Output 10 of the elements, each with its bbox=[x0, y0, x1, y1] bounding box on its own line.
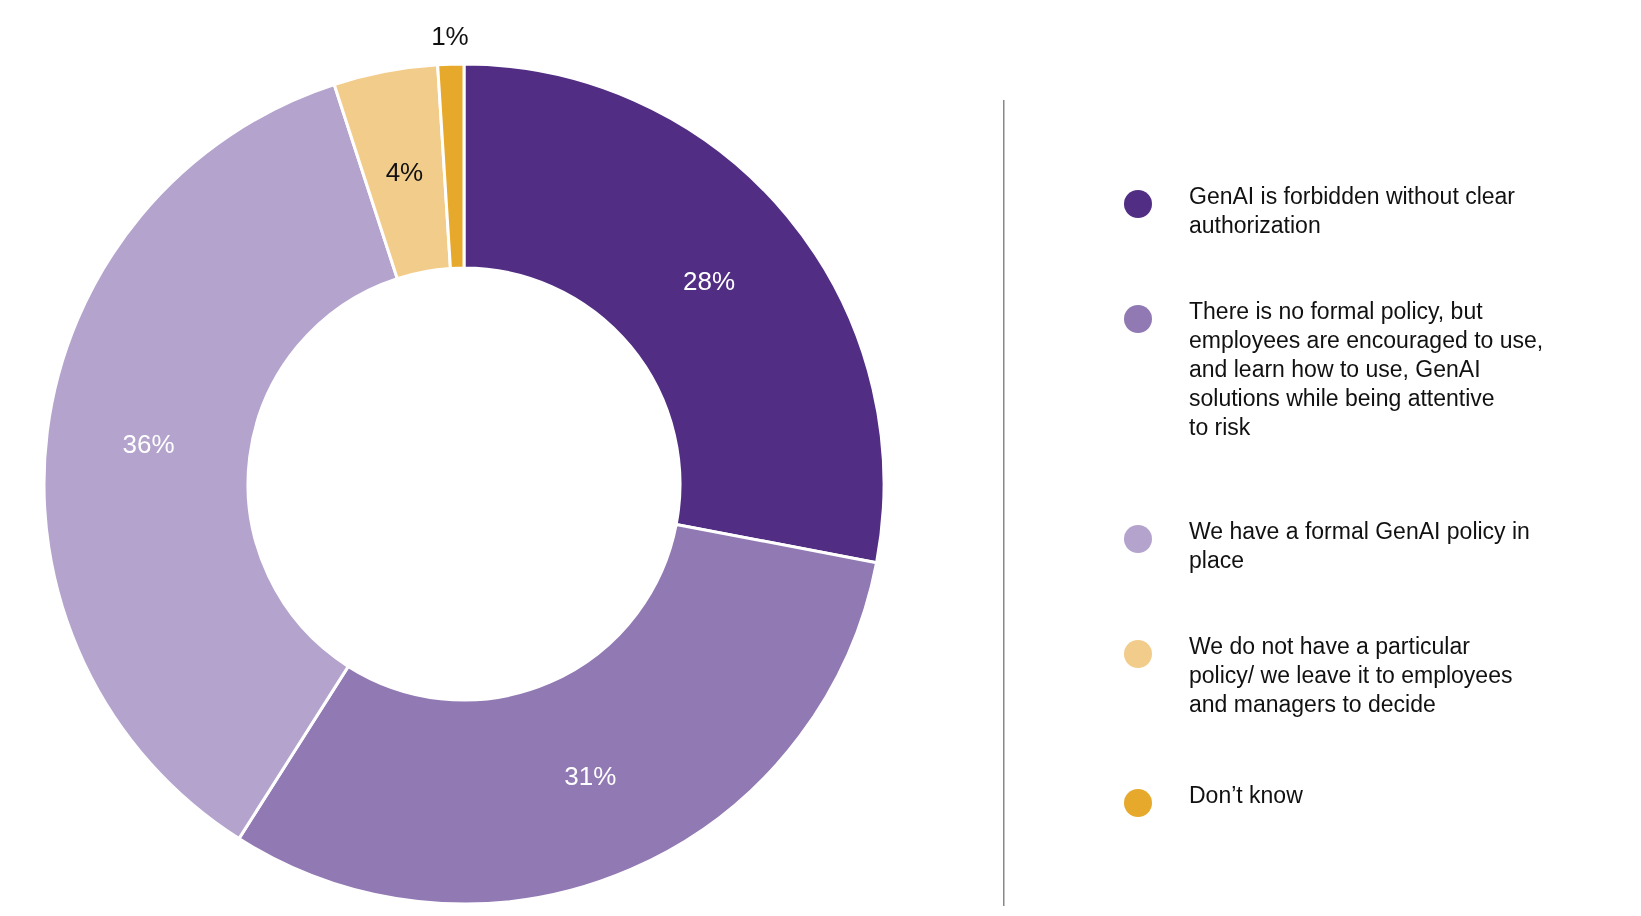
legend-label: We have a formal GenAI policy in place bbox=[1189, 518, 1530, 573]
legend-label: Don’t know bbox=[1189, 782, 1304, 808]
legend-label: We do not have a particular policy/ we leave it to employees and managers to decide bbox=[1189, 633, 1513, 717]
data-label: 28% bbox=[683, 266, 736, 297]
legend-label: There is no formal policy, but employees are encouraged to use, and learn how to use, GenAI solutions while being attentive to risk bbox=[1189, 298, 1544, 440]
data-label: 1% bbox=[431, 21, 469, 52]
legend-label: GenAI is forbidden without clear authorization bbox=[1189, 183, 1516, 238]
data-label: 4% bbox=[385, 156, 424, 187]
data-label: 36% bbox=[122, 429, 175, 460]
data-label: 31% bbox=[564, 760, 617, 791]
